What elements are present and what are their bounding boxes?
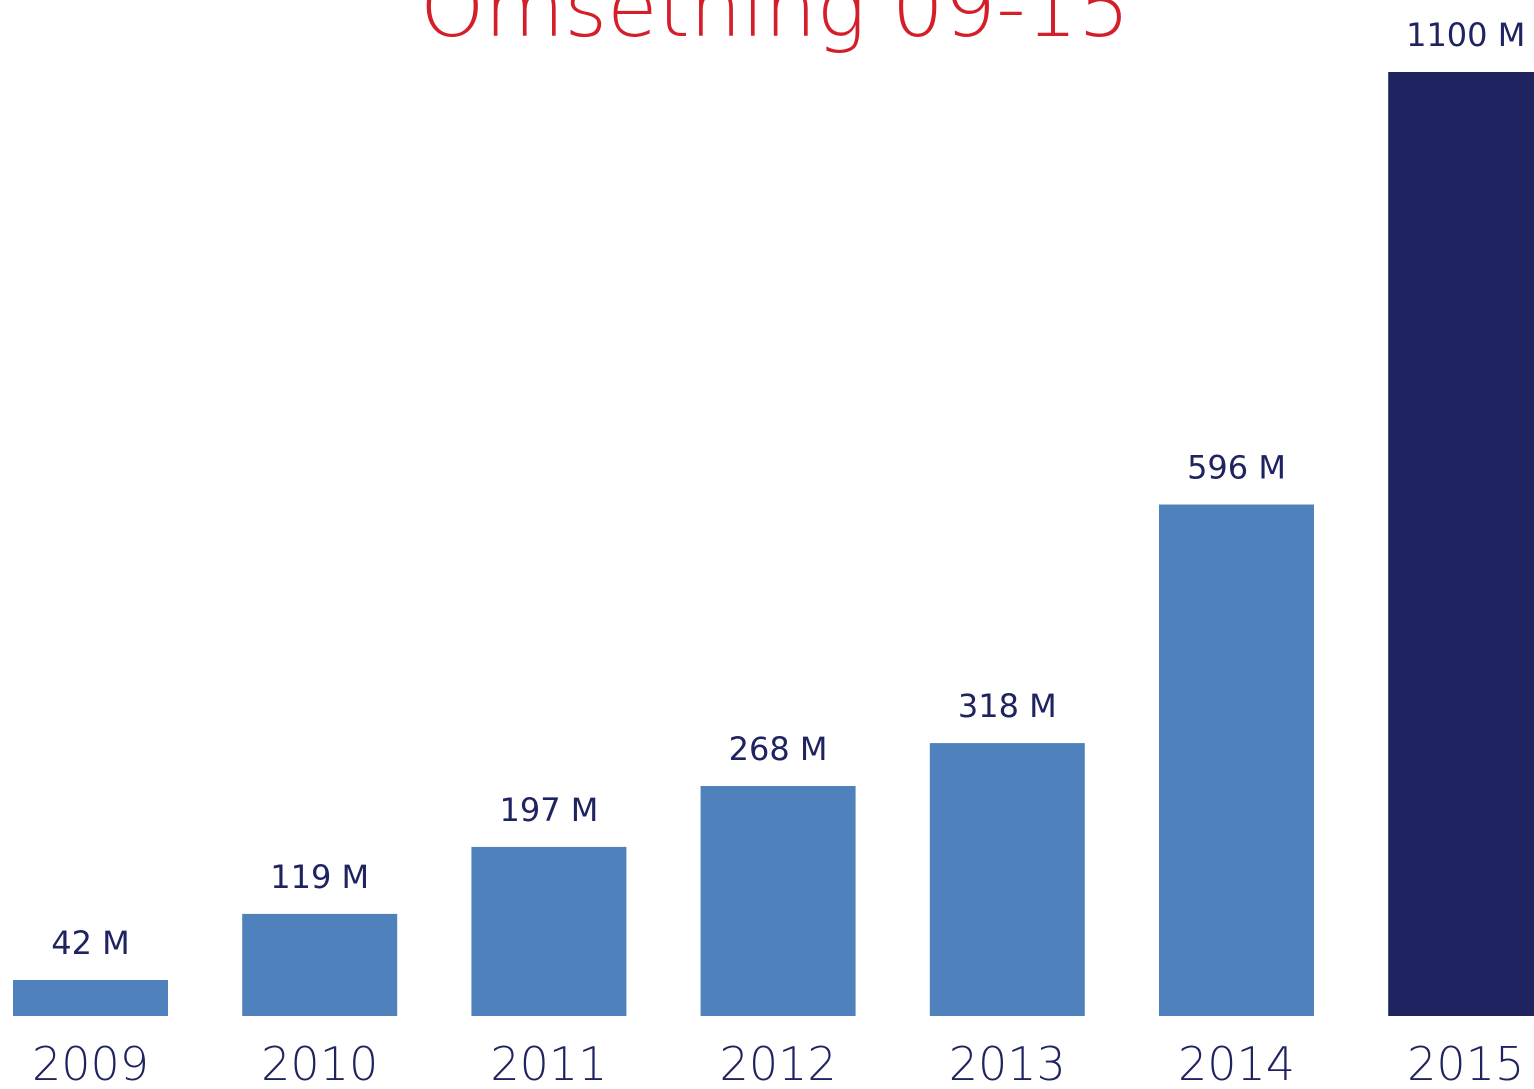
value-label-2015: 1100 M [1406, 16, 1525, 54]
value-labels-group: 42 M 119 M 197 M 268 M 318 M 596 M 1100 M [51, 16, 1525, 962]
year-labels-group: 2009 2010 2011 2012 2013 2014 2015 [32, 1037, 1524, 1089]
value-label-2009: 42 M [51, 924, 130, 962]
chart-title: Omsetning 09-15 [420, 0, 1130, 56]
bar-2009 [13, 980, 168, 1016]
bar-2015 [1388, 72, 1534, 1016]
year-label-2010: 2010 [261, 1037, 378, 1089]
value-label-2013: 318 M [958, 687, 1057, 725]
bar-2013 [929, 743, 1085, 1016]
value-label-2014: 596 M [1187, 449, 1286, 487]
year-label-2013: 2013 [949, 1037, 1066, 1089]
year-label-2009: 2009 [32, 1037, 149, 1089]
bars-group [13, 72, 1534, 1016]
year-label-2011: 2011 [490, 1037, 607, 1089]
value-label-2012: 268 M [729, 730, 828, 768]
bar-2012 [700, 786, 856, 1016]
bar-2010 [242, 913, 398, 1016]
year-label-2014: 2014 [1178, 1037, 1295, 1089]
value-label-2011: 197 M [499, 791, 598, 829]
value-label-2010: 119 M [270, 858, 369, 896]
bar-2011 [471, 846, 627, 1016]
year-label-2012: 2012 [720, 1037, 837, 1089]
year-label-2015: 2015 [1407, 1037, 1524, 1089]
bar-2014 [1159, 504, 1314, 1016]
